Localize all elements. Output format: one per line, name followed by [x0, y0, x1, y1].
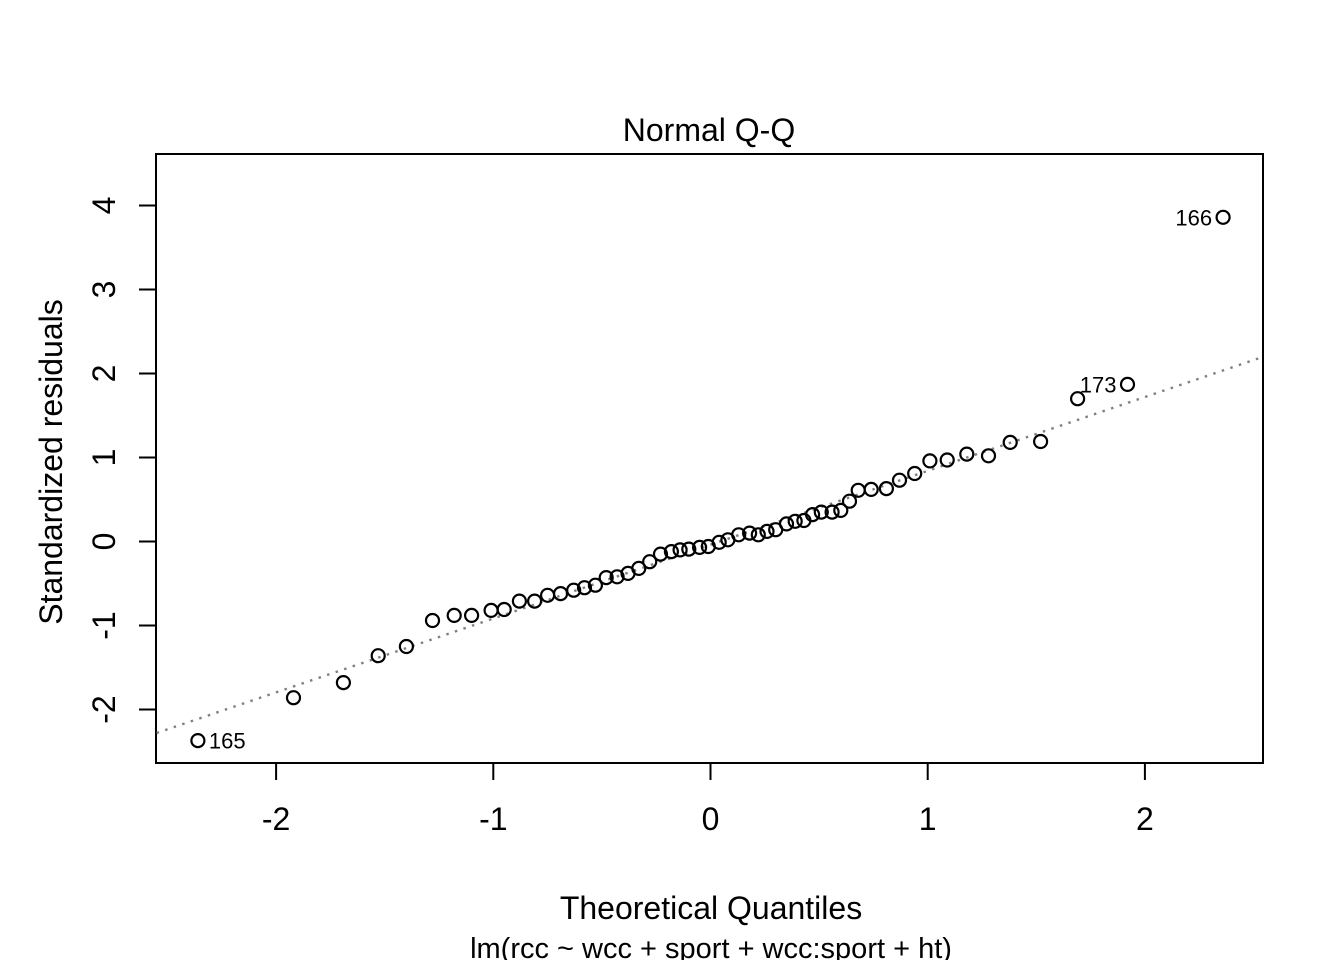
data-point: [759, 523, 775, 540]
data-point: [663, 543, 680, 560]
data-point: [631, 560, 647, 577]
data-point: [1032, 433, 1049, 450]
data-point: [464, 607, 480, 624]
data-point: [370, 648, 386, 664]
y-axis-tick-label: 4: [86, 197, 122, 215]
data-point: [922, 453, 938, 469]
data-point: [1215, 209, 1231, 225]
reference-line-layer: [156, 355, 1265, 735]
y-axis-tick-label: 1: [86, 449, 122, 467]
y-axis-tick-label: 0: [86, 533, 122, 551]
point-id-labels-layer: 165 173 166: [209, 205, 1212, 753]
data-point: [959, 446, 975, 462]
x-axis-tick-label: -1: [479, 801, 507, 837]
data-point: [691, 539, 708, 556]
x-axis-tick-label: 2: [1136, 801, 1154, 837]
model-caption: lm(rcc ~ wcc + sport + wcc:sport + ht): [470, 933, 952, 960]
data-point: [681, 541, 697, 557]
data-point: [824, 504, 840, 520]
data-point: [778, 516, 795, 532]
y-axis-tick-label: -2: [86, 695, 122, 723]
data-point: [526, 593, 543, 609]
y-axis-tick-label: -1: [86, 611, 122, 639]
point-id-label: 165: [209, 729, 246, 754]
point-id-label: 173: [1080, 372, 1117, 397]
data-point: [398, 638, 414, 655]
data-point: [598, 569, 614, 586]
x-axis-tick-label: -2: [262, 801, 290, 837]
data-point: [878, 481, 895, 497]
data-point: [285, 690, 302, 706]
data-point: [1069, 391, 1086, 407]
data-point: [642, 554, 658, 570]
data-point: [672, 542, 688, 558]
data-point: [496, 601, 512, 618]
x-axis-tick-label: 1: [919, 801, 937, 837]
data-point: [446, 607, 462, 624]
data-point: [335, 674, 351, 691]
data-point: [711, 534, 727, 550]
data-point: [939, 452, 955, 468]
data-point: [1119, 376, 1136, 392]
data-point: [804, 506, 821, 523]
data-point: [424, 612, 441, 629]
data-point: [511, 593, 528, 609]
data-point: [833, 502, 849, 518]
data-point: [813, 504, 829, 520]
y-axis-tick-label: 3: [86, 281, 122, 299]
data-point: [907, 465, 923, 482]
axes-layer: -2 -1 0 1 2 -2 -1 0 1 2 3 4: [86, 197, 1154, 837]
plot-box: [155, 153, 1264, 764]
data-point: [587, 577, 604, 593]
y-axis-tick-label: 2: [86, 365, 122, 383]
x-axis-tick-label: 0: [702, 801, 720, 837]
plot-title: Normal Q-Q: [623, 112, 795, 148]
data-point: [1002, 434, 1018, 450]
data-point: [980, 448, 997, 464]
point-id-label: 166: [1175, 205, 1212, 230]
data-point: [566, 582, 582, 598]
data-point: [841, 493, 858, 509]
data-points-layer: [190, 209, 1231, 749]
data-point: [787, 513, 803, 529]
data-point: [850, 482, 866, 498]
qq-reference-line: [156, 355, 1265, 735]
data-point: [750, 527, 766, 543]
data-point: [891, 472, 908, 488]
data-point: [863, 481, 879, 497]
y-axis-label: Standardized residuals: [33, 299, 69, 625]
data-point: [190, 732, 206, 749]
data-point: [552, 585, 569, 602]
data-point: [576, 580, 593, 596]
data-point: [731, 527, 747, 543]
data-point: [483, 602, 499, 619]
data-point: [652, 546, 669, 562]
data-point: [539, 587, 556, 603]
data-point: [741, 525, 758, 541]
x-axis-label: Theoretical Quantiles: [560, 890, 862, 926]
